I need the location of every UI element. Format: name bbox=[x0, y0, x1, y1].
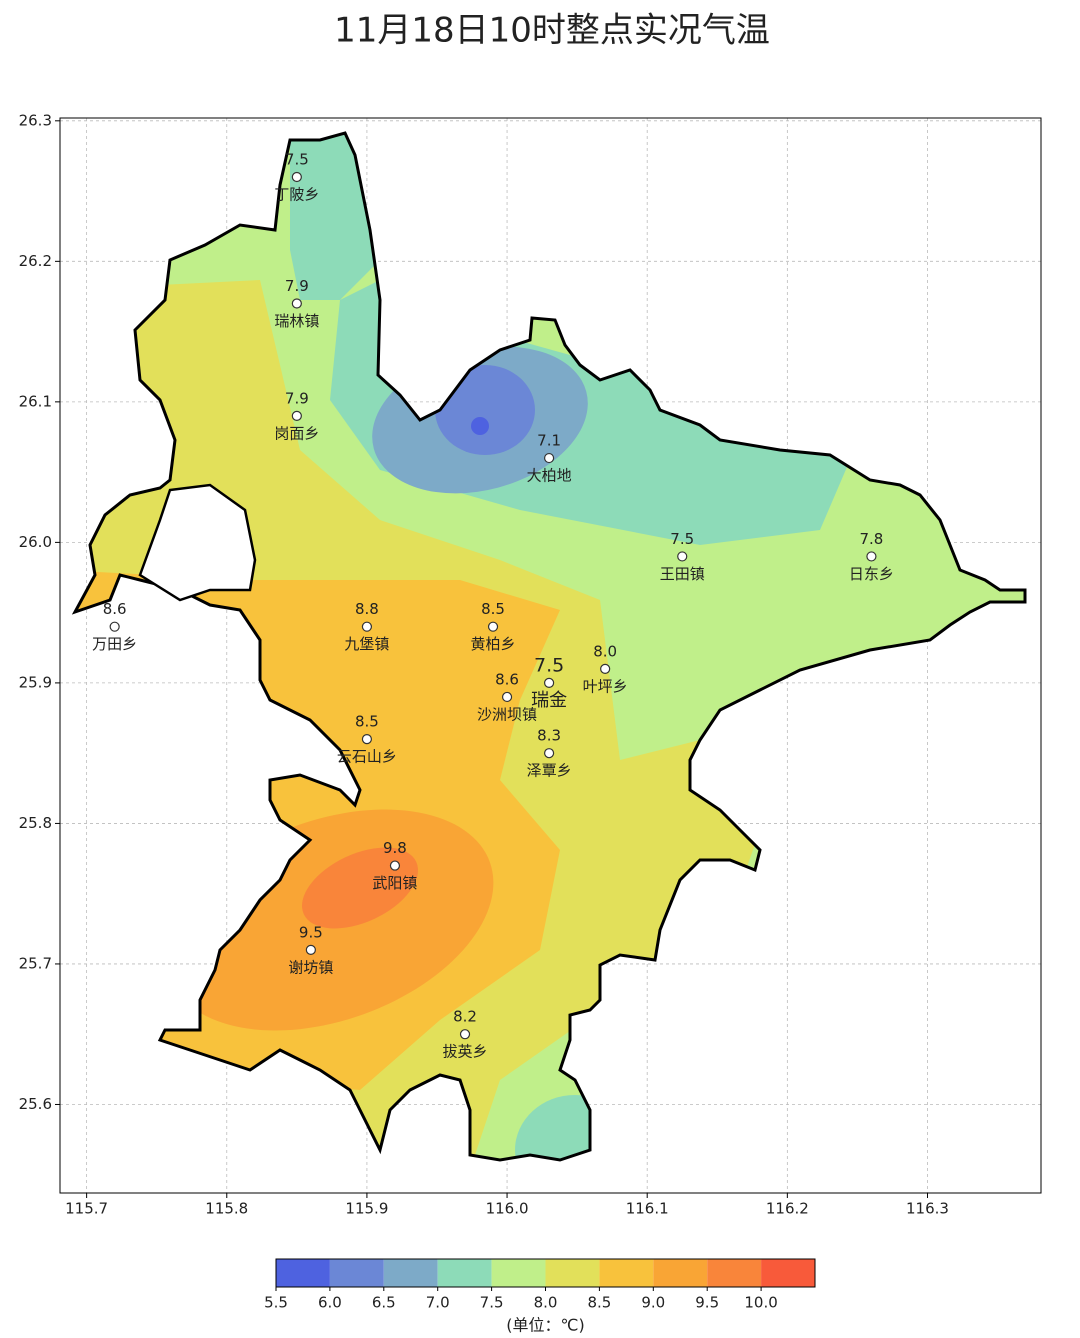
colorbar-tick-label: 6.5 bbox=[372, 1294, 396, 1312]
colorbar-label: (单位：℃) bbox=[506, 1316, 584, 1335]
y-tick-label: 25.7 bbox=[19, 954, 52, 972]
station bbox=[361, 734, 373, 745]
station-name: 拔英乡 bbox=[443, 1043, 488, 1061]
station-value: 9.5 bbox=[299, 923, 323, 941]
colorbar-tick-label: 6.0 bbox=[318, 1294, 342, 1312]
station-value: 8.5 bbox=[481, 600, 505, 618]
station-value: 7.1 bbox=[537, 432, 561, 450]
colorbar-tick-label: 10.0 bbox=[744, 1294, 777, 1312]
station-name: 瑞金 bbox=[531, 690, 567, 711]
colorbar-tick-label: 5.5 bbox=[264, 1294, 288, 1312]
station bbox=[543, 452, 555, 464]
colorbar-bin bbox=[599, 1259, 654, 1287]
colorbar-bin bbox=[383, 1259, 438, 1287]
colorbar-bin bbox=[491, 1259, 546, 1287]
station bbox=[459, 1029, 471, 1040]
station-name: 沙洲坝镇 bbox=[477, 705, 537, 723]
colorbar-tick-label: 7.0 bbox=[426, 1294, 450, 1312]
station bbox=[677, 551, 688, 562]
y-tick-label: 26.1 bbox=[19, 392, 52, 410]
station bbox=[389, 860, 401, 871]
station bbox=[866, 551, 877, 562]
station-name: 万田乡 bbox=[92, 635, 137, 653]
station-name: 大柏地 bbox=[527, 467, 572, 485]
y-tick-label: 25.8 bbox=[19, 814, 52, 832]
station-value: 9.8 bbox=[383, 839, 407, 857]
colorbar-bin bbox=[761, 1259, 815, 1287]
station bbox=[305, 944, 316, 955]
station-value: 7.5 bbox=[670, 530, 694, 548]
station-name: 武阳镇 bbox=[372, 874, 417, 892]
station-value: 7.5 bbox=[534, 654, 564, 676]
station-name: 叶坪乡 bbox=[583, 677, 628, 695]
field-zone bbox=[471, 417, 489, 435]
station-name: 云石山乡 bbox=[337, 748, 397, 766]
station-value: 7.8 bbox=[859, 530, 883, 548]
station-name: 王田镇 bbox=[660, 565, 705, 583]
colorbar-tick-label: 7.5 bbox=[480, 1294, 504, 1312]
colorbar-bin bbox=[437, 1259, 492, 1287]
y-tick-label: 25.9 bbox=[19, 673, 52, 691]
station-value: 7.5 bbox=[285, 151, 309, 169]
field-zone bbox=[435, 365, 535, 455]
y-tick-label: 25.6 bbox=[19, 1095, 52, 1113]
station bbox=[109, 621, 120, 632]
enclave bbox=[138, 483, 257, 602]
colorbar-bin bbox=[276, 1259, 330, 1287]
station bbox=[291, 171, 302, 183]
x-tick-label: 116.0 bbox=[486, 1200, 529, 1218]
map-title: 11月18日10时整点实况气温 bbox=[334, 11, 770, 51]
x-tick-label: 116.3 bbox=[906, 1200, 949, 1218]
map-frame bbox=[59, 117, 1042, 1194]
colorbar-bin bbox=[545, 1259, 600, 1287]
station-value: 7.9 bbox=[285, 277, 309, 295]
colorbar-bin bbox=[653, 1259, 708, 1287]
station-name: 黄柏乡 bbox=[471, 635, 516, 653]
station-name: 丁陂乡 bbox=[274, 186, 319, 204]
station bbox=[361, 621, 373, 632]
colorbar-tick-label: 9.0 bbox=[641, 1294, 665, 1312]
field-zone bbox=[302, 847, 418, 929]
station-value: 8.3 bbox=[537, 727, 561, 745]
x-tick-label: 115.9 bbox=[345, 1200, 388, 1218]
station bbox=[291, 298, 302, 309]
station-value: 8.0 bbox=[593, 642, 617, 660]
y-tick-label: 26.3 bbox=[19, 111, 52, 129]
station bbox=[543, 677, 555, 689]
y-tick-label: 26.0 bbox=[19, 533, 52, 551]
station-value: 8.6 bbox=[495, 670, 519, 688]
y-tick-label: 26.2 bbox=[19, 252, 52, 270]
colorbar-tick-label: 8.0 bbox=[534, 1294, 558, 1312]
station-value: 8.8 bbox=[355, 600, 379, 618]
colorbar-frame bbox=[275, 1258, 816, 1288]
station bbox=[291, 410, 302, 422]
station-name: 泽覃乡 bbox=[527, 762, 572, 780]
colorbar-bin bbox=[329, 1259, 384, 1287]
colorbar-bin bbox=[707, 1259, 762, 1287]
colorbar-tick-label: 9.5 bbox=[695, 1294, 719, 1312]
station bbox=[487, 621, 499, 632]
station-value: 8.2 bbox=[453, 1008, 477, 1026]
x-tick-label: 116.2 bbox=[766, 1200, 809, 1218]
station bbox=[600, 663, 611, 674]
station-name: 瑞林镇 bbox=[274, 312, 319, 330]
x-tick-label: 115.8 bbox=[205, 1200, 248, 1218]
station-value: 8.5 bbox=[355, 713, 379, 731]
station-value: 7.9 bbox=[285, 389, 309, 407]
station-value: 8.6 bbox=[103, 600, 127, 618]
x-tick-label: 115.7 bbox=[65, 1200, 108, 1218]
x-tick-label: 116.1 bbox=[626, 1200, 669, 1218]
station bbox=[543, 748, 555, 759]
station-name: 九堡镇 bbox=[344, 635, 389, 653]
station-name: 谢坊镇 bbox=[288, 958, 333, 976]
station bbox=[501, 691, 513, 703]
colorbar-tick-label: 8.5 bbox=[587, 1294, 611, 1312]
station-name: 岗面乡 bbox=[274, 424, 319, 442]
station-name: 日东乡 bbox=[849, 565, 894, 583]
field-zone bbox=[515, 1095, 635, 1160]
